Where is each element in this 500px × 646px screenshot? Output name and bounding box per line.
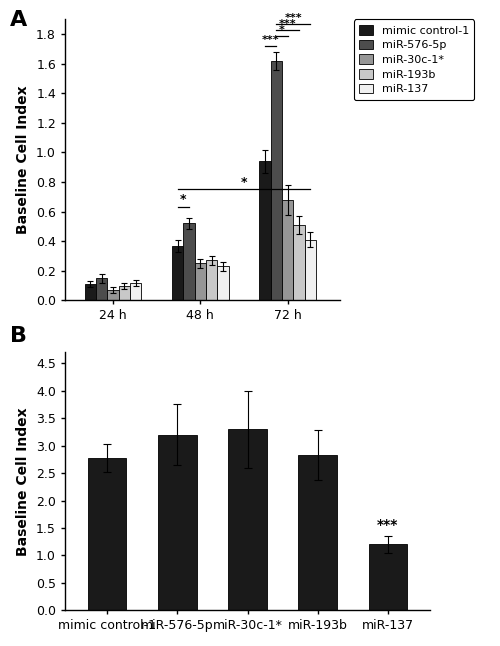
- Bar: [96, 278, 108, 300]
- Bar: [206, 260, 218, 300]
- Text: B: B: [10, 326, 27, 346]
- Text: ***: ***: [262, 36, 280, 45]
- Text: A: A: [10, 10, 27, 30]
- Bar: [304, 240, 316, 300]
- Bar: [84, 284, 96, 300]
- Bar: [282, 200, 294, 300]
- Bar: [108, 290, 118, 300]
- Text: ***: ***: [279, 19, 296, 29]
- Bar: [259, 162, 270, 300]
- Bar: [368, 545, 407, 610]
- Bar: [218, 266, 228, 300]
- Bar: [130, 283, 141, 300]
- Bar: [194, 264, 206, 300]
- Text: ***: ***: [377, 518, 398, 532]
- Bar: [184, 224, 194, 300]
- Legend: mimic control-1, miR-576-5p, miR-30c-1*, miR-193b, miR-137: mimic control-1, miR-576-5p, miR-30c-1*,…: [354, 19, 474, 100]
- Bar: [298, 455, 337, 610]
- Bar: [294, 225, 304, 300]
- Bar: [158, 435, 196, 610]
- Bar: [228, 429, 267, 610]
- Text: ***: ***: [284, 13, 302, 23]
- Bar: [88, 458, 126, 610]
- Bar: [270, 61, 282, 300]
- Text: *: *: [279, 25, 285, 35]
- Y-axis label: Baseline Cell Index: Baseline Cell Index: [16, 407, 30, 556]
- Y-axis label: Baseline Cell Index: Baseline Cell Index: [16, 85, 30, 234]
- Bar: [172, 245, 184, 300]
- Text: *: *: [240, 176, 247, 189]
- Bar: [118, 286, 130, 300]
- Text: *: *: [180, 193, 186, 207]
